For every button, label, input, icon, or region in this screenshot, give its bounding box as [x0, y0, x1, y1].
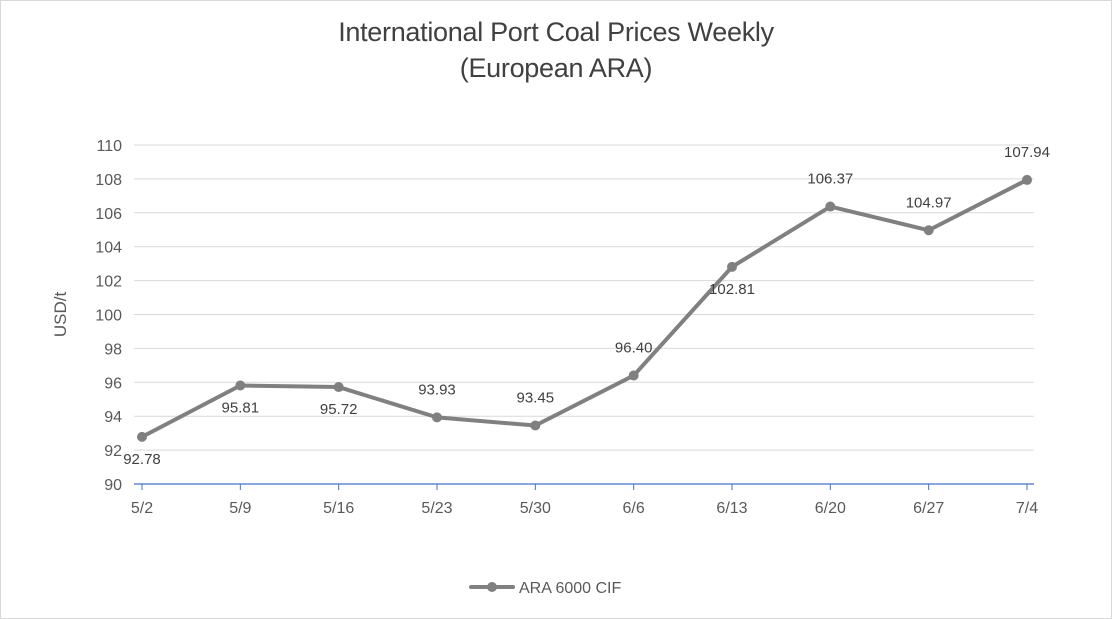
x-tick-label: 6/6	[623, 500, 645, 517]
data-label: 104.97	[906, 194, 952, 211]
data-point	[825, 201, 836, 212]
legend-label: ARA 6000 CIF	[519, 580, 622, 597]
y-tick-label: 92	[104, 443, 122, 460]
y-tick-label: 110	[96, 138, 122, 155]
y-tick-label: 96	[104, 375, 122, 392]
data-label: 93.93	[418, 381, 456, 398]
data-point	[235, 380, 246, 391]
x-tick-label: 5/23	[421, 500, 452, 517]
data-point	[923, 225, 934, 236]
data-point	[137, 431, 147, 442]
x-tick-label: 7/4	[1016, 500, 1038, 517]
chart-title-line-2: (European ARA)	[459, 53, 653, 83]
y-tick-label: 102	[95, 274, 122, 291]
data-point	[727, 261, 737, 272]
y-tick-label: 90	[104, 477, 122, 494]
data-point	[530, 420, 541, 431]
x-tick-label: 5/16	[323, 500, 354, 517]
data-point	[1022, 174, 1032, 185]
y-tick-label: 108	[95, 172, 122, 189]
data-point	[333, 382, 344, 393]
chart-title-line-1: International Port Coal Prices Weekly	[338, 17, 774, 47]
y-tick-label: 98	[104, 341, 122, 358]
x-tick-label: 5/2	[131, 500, 153, 517]
data-label: 93.45	[517, 390, 555, 407]
y-tick-label: 100	[95, 308, 122, 325]
y-axis-label: USD/t	[51, 292, 70, 338]
data-point	[628, 370, 639, 381]
x-tick-label: 6/20	[815, 500, 846, 517]
x-tick-label: 6/27	[913, 500, 944, 517]
data-label: 92.78	[123, 451, 161, 468]
data-label: 95.72	[320, 401, 358, 418]
series-line	[140, 177, 1029, 439]
data-label: 95.81	[222, 400, 260, 417]
data-label: 107.94	[1004, 144, 1050, 161]
y-tick-label: 106	[95, 206, 122, 223]
data-label: 96.40	[615, 340, 653, 357]
data-point	[432, 412, 442, 423]
y-tick-label: 94	[104, 409, 122, 426]
x-tick-label: 6/13	[716, 500, 747, 517]
legend-marker	[487, 582, 497, 592]
x-tick-label: 5/9	[229, 500, 251, 517]
x-tick-label: 5/30	[520, 500, 551, 517]
y-tick-label: 104	[95, 240, 122, 257]
data-label: 102.81	[709, 281, 755, 298]
data-label: 106.37	[807, 171, 853, 188]
